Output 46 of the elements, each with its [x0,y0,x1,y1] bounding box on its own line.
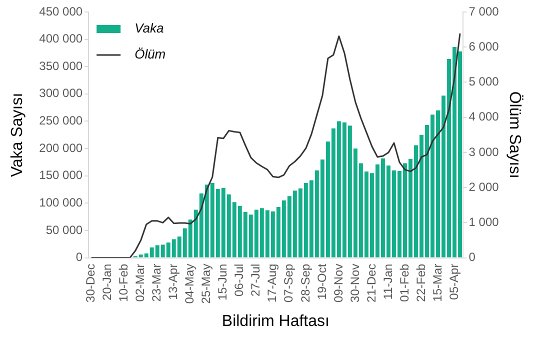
y-tick-label: 250 000 [39,114,83,128]
y-tick-label: 450 000 [39,4,83,18]
x-tick-label: 15-Jun [216,264,230,300]
y-tick-label: 0 [76,250,83,264]
x-tick-label: 20-Jan [100,264,114,300]
x-tick-label: 11-Jan [380,264,395,300]
x-tick-label: 13-Apr [166,264,180,300]
y2-axis-title: Ölüm Sayısı [506,91,524,178]
y-tick-label: 300 000 [39,86,83,100]
x-tick-label: 17-Aug [265,264,280,302]
x-tick-label: 10-Feb [116,263,131,302]
y2-tick-label: 2 000 [468,180,500,194]
x-axis-title: Bildirim Haftası [222,312,330,330]
x-tick-label: 22-Feb [414,263,428,302]
x-tick-label: 07-Sep [282,263,296,302]
x-tick-label: 09-Nov [331,264,346,302]
y2-tick-label: 0 [468,250,476,264]
y-axis-title: Vaka Sayısı [9,92,26,177]
x-tick-label: 21-Dec [364,264,378,302]
x-tick-label: 01-Feb [397,263,412,302]
y2-tick-label: 1 000 [468,214,500,229]
x-tick-label: 23-Mar [150,264,164,302]
y2-tick-label: 5 000 [468,74,500,89]
x-tick-label: 06-Jul [232,264,246,296]
x-tick-label: 04-May [182,264,197,304]
y2-tick-label: 7 000 [468,4,500,18]
x-tick-label: 15-Mar [430,264,444,302]
legend-label: Vaka [134,20,164,36]
x-tick-label: 30-Dec [84,264,98,302]
x-tick-label: 25-May [199,264,214,304]
y2-tick-label: 4 000 [468,110,500,124]
y-tick-label: 350 000 [39,58,83,73]
x-tick-label: 05-Apr [446,264,461,300]
x-tick-label: 02-Mar [133,264,148,302]
x-tick-label: 28-Sep [298,263,312,302]
x-tick-label: 27-Jul [248,264,263,296]
y2-tick-label: 6 000 [468,39,500,54]
legend-label: Ölüm [134,46,166,62]
x-tick-label: 19-Oct [314,263,329,300]
y-tick-label: 400 000 [39,32,83,46]
y-tick-label: 50 000 [46,222,83,237]
y-tick-label: 200 000 [39,140,83,155]
x-tick-label: 30-Nov [348,264,362,302]
y-tick-label: 150 000 [39,168,83,182]
y-tick-label: 100 000 [39,195,83,210]
y2-tick-label: 3 000 [468,144,500,159]
